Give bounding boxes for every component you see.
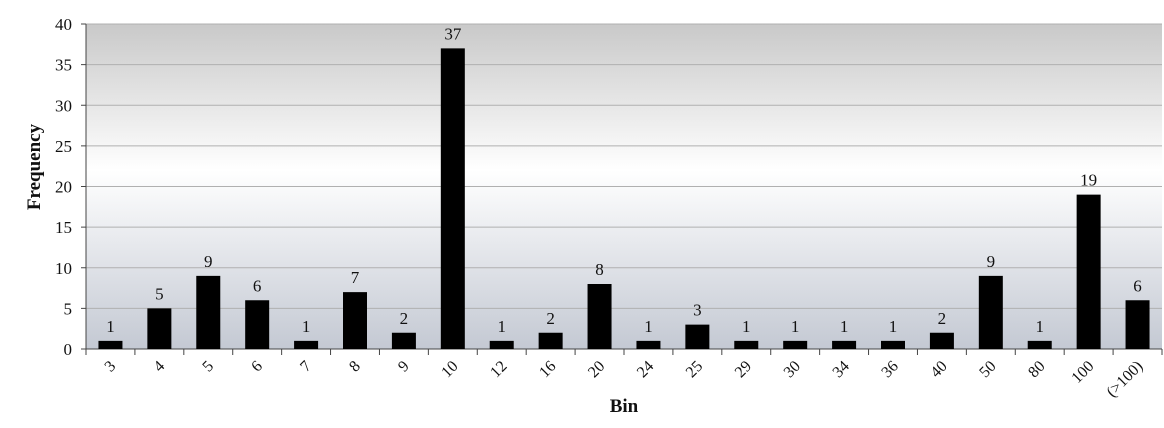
data-label: 1 [840, 317, 849, 336]
bar [929, 332, 954, 349]
x-tick-label: 20 [585, 358, 608, 381]
data-label: 1 [644, 317, 653, 336]
data-label: 1 [742, 317, 751, 336]
y-tick-labels: 0 5 10 15 20 25 30 35 40 [55, 15, 72, 359]
data-label: 1 [791, 317, 800, 336]
bars [98, 48, 1150, 349]
y-tick-label: 40 [55, 15, 72, 34]
bar [1125, 300, 1150, 349]
bar [196, 275, 221, 349]
data-label: 6 [1133, 276, 1142, 295]
data-label: 5 [155, 284, 164, 303]
y-tick-label: 5 [64, 299, 73, 318]
bar [881, 340, 905, 349]
data-label: 1 [106, 317, 115, 336]
data-label: 8 [595, 260, 604, 279]
bar [685, 324, 710, 349]
x-tick-label: (>100) [1103, 358, 1146, 401]
data-label: 9 [987, 252, 996, 271]
bar [294, 340, 319, 349]
data-label: 1 [1035, 317, 1044, 336]
data-label: 2 [400, 309, 409, 328]
data-label: 7 [351, 268, 360, 287]
y-tick-label: 25 [55, 137, 72, 156]
data-label: 9 [204, 252, 213, 271]
bar [587, 284, 612, 349]
data-label: 1 [497, 317, 506, 336]
y-tick-label: 30 [55, 96, 72, 115]
y-tick-label: 35 [55, 56, 72, 75]
data-label: 1 [302, 317, 311, 336]
bar [98, 340, 123, 349]
x-tick-label: 36 [878, 358, 901, 381]
x-tick-label: 6 [248, 358, 266, 376]
x-axis-title: Bin [610, 396, 639, 417]
data-label: 1 [889, 317, 898, 336]
bar [1027, 340, 1052, 349]
x-tick-label: 4 [151, 358, 169, 376]
y-tick-label: 10 [55, 259, 72, 278]
data-label: 3 [693, 301, 702, 320]
x-tick-label: 50 [976, 358, 999, 381]
bar [440, 48, 465, 349]
x-tick-label: 7 [297, 358, 315, 376]
bar [636, 340, 661, 349]
data-label: 6 [253, 276, 262, 295]
x-tick-label: 9 [395, 358, 413, 376]
x-tick-label: 10 [438, 358, 461, 381]
y-tick-label: 15 [55, 218, 72, 237]
bar [734, 340, 759, 349]
bar [783, 340, 808, 349]
y-tick-label: 0 [64, 340, 73, 359]
x-tick-label: 100 [1068, 358, 1097, 387]
x-tick-label: 25 [683, 358, 706, 381]
y-axis-title: Frequency [24, 123, 45, 210]
x-tick-label: 29 [732, 358, 755, 381]
data-label: 37 [444, 24, 462, 43]
x-tick-labels: 3 4 5 6 7 8 9 10 12 16 20 24 25 29 30 34 36 40 50 80 100 (>10… [102, 358, 1147, 401]
bar [147, 308, 172, 349]
bar [832, 340, 857, 349]
data-label: 2 [546, 309, 555, 328]
bar [978, 275, 1003, 349]
data-label: 2 [938, 309, 947, 328]
x-tick-label: 3 [102, 358, 120, 376]
bar [489, 340, 514, 349]
bar [245, 300, 270, 349]
x-tick-label: 40 [927, 358, 950, 381]
y-tick-label: 20 [55, 178, 72, 197]
bar [538, 332, 563, 349]
x-tick-label: 16 [536, 358, 559, 381]
x-tick-label: 30 [781, 358, 804, 381]
bar [343, 292, 367, 349]
x-tick-label: 80 [1025, 358, 1048, 381]
x-tick-label: 34 [830, 358, 853, 381]
bar [391, 332, 416, 349]
x-tick-label: 12 [487, 358, 510, 381]
bar [1076, 194, 1101, 349]
data-label: 19 [1080, 171, 1097, 190]
x-tick-label: 24 [634, 358, 657, 381]
data-labels: 1 5 9 6 1 7 2 37 1 2 8 1 3 1 1 1 1 2 9 1 19 6 [106, 24, 1142, 336]
x-tick-label: 5 [199, 358, 217, 376]
x-tick-label: 8 [346, 358, 364, 376]
